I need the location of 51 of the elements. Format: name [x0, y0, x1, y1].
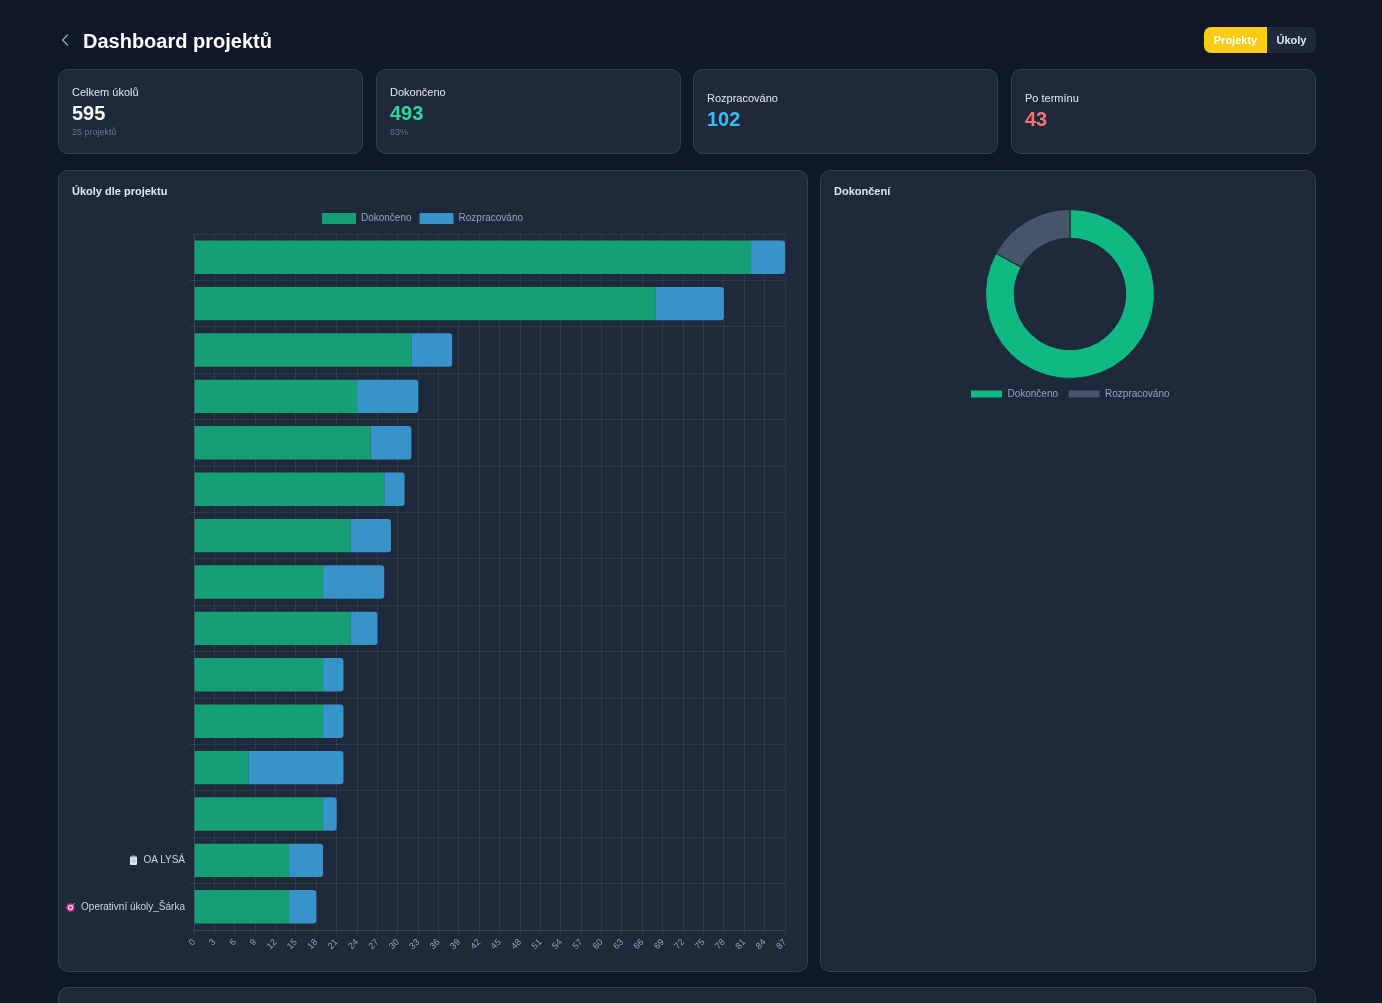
legend-label: Rozpracováno	[1105, 387, 1170, 399]
x-tick-label: 48	[509, 936, 524, 952]
x-tick-label: 69	[651, 936, 666, 952]
x-tick-label: 51	[529, 936, 544, 952]
x-tick-label: 75	[692, 936, 707, 952]
x-tick-label: 63	[610, 936, 626, 952]
x-tick-label: 78	[712, 936, 728, 952]
text: Dashboard projektů	[83, 29, 272, 53]
x-tick-label: 18	[305, 936, 320, 952]
x-tick-label: 60	[590, 936, 605, 952]
x-tick-label: 24	[346, 936, 361, 952]
legend-label: Dokončeno	[1007, 387, 1059, 399]
x-tick-label: 15	[284, 936, 300, 952]
text: Dokončeno	[390, 85, 447, 99]
x-tick-label: 87	[774, 936, 789, 952]
y-tick-label: Operativní úkoly_Šárka	[81, 899, 186, 912]
x-tick-label: 9	[247, 936, 259, 948]
x-tick-label: 45	[488, 936, 503, 952]
text: 493	[390, 100, 425, 125]
text: 83%	[390, 125, 409, 138]
y-tick-label: OA LYSÁ	[143, 853, 186, 866]
x-tick-label: 57	[570, 936, 585, 952]
chart-title: Úkoly dle projektu	[72, 185, 168, 197]
x-tick-label: 3	[206, 936, 218, 948]
x-tick-label: 12	[264, 936, 279, 952]
x-tick-label: 27	[366, 936, 381, 952]
legend-label: Rozpracováno	[458, 212, 524, 224]
selected-segment: Projekty	[1204, 27, 1267, 53]
text: Celkem úkolů	[72, 85, 140, 99]
x-tick-label: 66	[631, 936, 646, 952]
legend-label: Dokončeno	[360, 212, 412, 224]
x-tick-label: 84	[753, 936, 768, 952]
text: 102	[707, 107, 742, 131]
x-tick-label: 21	[325, 936, 340, 952]
x-tick-label: 6	[227, 936, 238, 948]
text: 595	[72, 100, 107, 125]
x-tick-label: 81	[733, 936, 748, 952]
text: 43	[1025, 107, 1049, 131]
x-tick-label: 72	[672, 936, 687, 952]
text: Rozpracováno	[707, 92, 779, 105]
x-tick-label: 30	[386, 936, 401, 952]
x-tick-label: 0	[186, 936, 198, 948]
x-tick-label: 36	[427, 936, 442, 952]
x-tick-label: 39	[447, 936, 463, 952]
x-tick-label: 33	[407, 936, 422, 952]
text: 25 projektů	[72, 125, 118, 138]
text: Po termínu	[1025, 92, 1080, 105]
text: Dokončení	[834, 185, 891, 197]
x-tick-label: 54	[549, 936, 564, 952]
x-tick-label: 42	[468, 936, 483, 952]
toggle-switch: Projekty Úkoly	[1204, 27, 1316, 53]
